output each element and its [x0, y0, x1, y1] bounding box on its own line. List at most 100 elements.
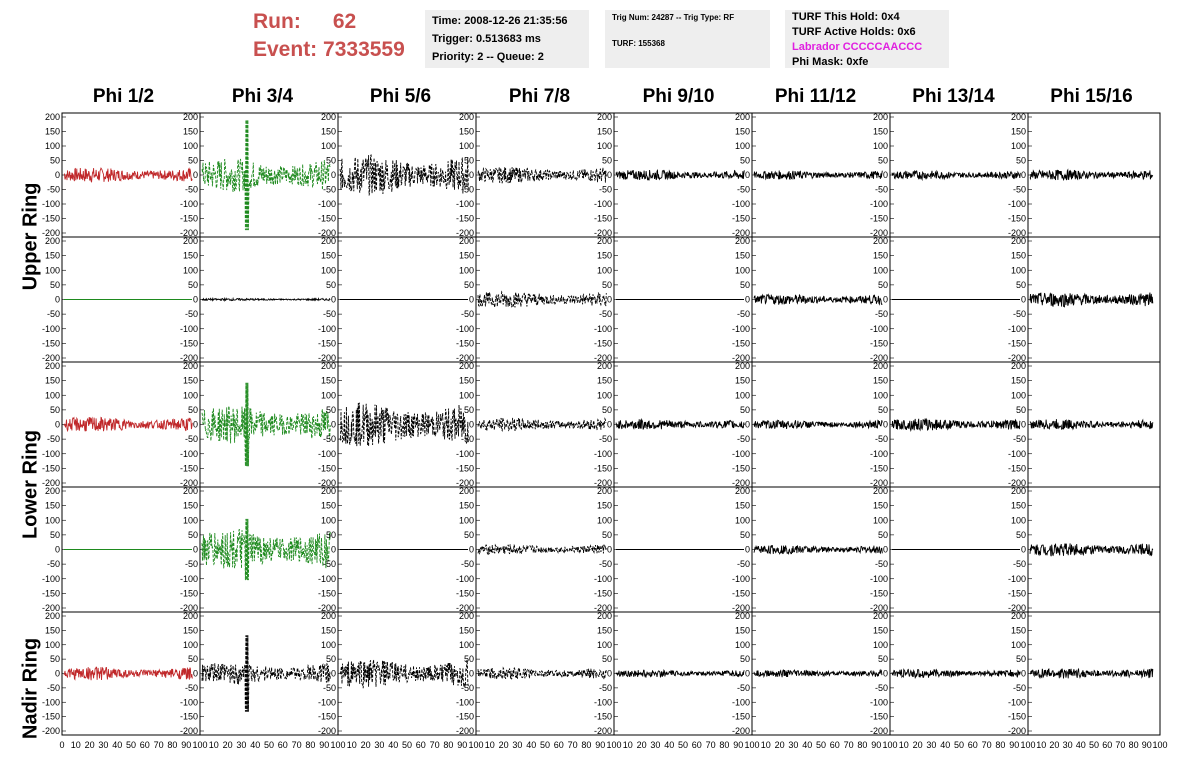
y-tick-label: 50 [464, 280, 474, 290]
y-tick-label: 50 [1016, 405, 1026, 415]
column-header-phi-1-2: Phi 1/2 [92, 86, 155, 107]
y-tick-label: -150 [318, 712, 336, 722]
y-tick-label: 150 [459, 127, 474, 137]
y-tick-label: -50 [461, 434, 474, 444]
y-tick-label: 0 [55, 295, 60, 305]
x-tick-label: 60 [830, 740, 840, 750]
waveform-trace [63, 167, 193, 183]
y-tick-label: 100 [735, 390, 750, 400]
x-tick-label: 20 [361, 740, 371, 750]
y-tick-label: 0 [331, 170, 336, 180]
y-tick-label: 150 [1011, 501, 1026, 511]
y-tick-label: 0 [331, 295, 336, 305]
y-tick-label: -50 [47, 309, 60, 319]
x-tick-label: 90 [595, 740, 605, 750]
waveform-trace [753, 170, 883, 181]
event-value: 7333559 [323, 38, 405, 61]
y-tick-label: 150 [597, 251, 612, 261]
y-tick-label: 200 [459, 112, 474, 122]
y-tick-label: 100 [1011, 265, 1026, 275]
waveform-trace [201, 518, 331, 581]
y-tick-label: -150 [870, 712, 888, 722]
waveform-trace [891, 417, 1021, 433]
x-tick-label: 40 [664, 740, 674, 750]
y-tick-label: -50 [1013, 683, 1026, 693]
x-tick-label: 70 [568, 740, 578, 750]
x-tick-label: 30 [1063, 740, 1073, 750]
y-tick-label: 100 [321, 141, 336, 151]
y-tick-label: -100 [1008, 324, 1026, 334]
y-tick-label: -100 [1008, 199, 1026, 209]
y-tick-label: -200 [456, 726, 474, 736]
y-tick-label: 50 [188, 530, 198, 540]
waveform-trace [201, 119, 331, 231]
y-tick-label: 0 [1021, 420, 1026, 430]
y-tick-label: 50 [878, 654, 888, 664]
y-tick-label: 200 [597, 486, 612, 496]
waveform-trace [477, 417, 607, 432]
y-tick-label: -150 [1008, 214, 1026, 224]
y-tick-label: 200 [597, 361, 612, 371]
y-tick-label: -100 [1008, 574, 1026, 584]
y-tick-label: -50 [461, 185, 474, 195]
x-tick-label: 30 [788, 740, 798, 750]
y-tick-label: 100 [183, 390, 198, 400]
y-tick-label: -50 [185, 683, 198, 693]
y-tick-label: 50 [878, 156, 888, 166]
y-tick-label: 0 [883, 170, 888, 180]
y-tick-label: 150 [1011, 127, 1026, 137]
y-tick-label: 200 [597, 236, 612, 246]
y-tick-label: 0 [607, 669, 612, 679]
y-tick-label: -150 [456, 712, 474, 722]
y-tick-label: 0 [745, 545, 750, 555]
x-tick-label: 30 [98, 740, 108, 750]
y-tick-label: -50 [599, 683, 612, 693]
column-header-phi-7-8: Phi 7/8 [508, 86, 571, 107]
y-tick-label: -150 [594, 214, 612, 224]
y-tick-label: 150 [183, 127, 198, 137]
y-tick-label: -100 [594, 697, 612, 707]
y-tick-label: 0 [883, 420, 888, 430]
y-tick-label: -200 [594, 726, 612, 736]
run-event-box: Run: 62 Event: 7333559 [253, 8, 405, 64]
y-tick-label: -50 [47, 185, 60, 195]
y-tick-label: 200 [45, 361, 60, 371]
y-tick-label: 0 [607, 420, 612, 430]
y-tick-label: -100 [594, 449, 612, 459]
y-tick-label: 150 [183, 251, 198, 261]
time-trigger-panel: Time: 2008-12-26 21:35:56 Trigger: 0.513… [425, 10, 589, 68]
y-tick-label: 100 [321, 640, 336, 650]
x-tick-label: 20 [85, 740, 95, 750]
y-tick-label: 50 [740, 654, 750, 664]
x-tick-label: 60 [278, 740, 288, 750]
column-header-phi-9-10: Phi 9/10 [642, 86, 715, 107]
y-tick-label: 0 [55, 170, 60, 180]
y-tick-label: 150 [735, 376, 750, 386]
waveform-trace [891, 668, 1021, 680]
y-tick-label: -150 [456, 338, 474, 348]
y-tick-label: -50 [875, 185, 888, 195]
x-tick-label: 70 [430, 740, 440, 750]
y-tick-label: 0 [193, 669, 198, 679]
labrador-text: Labrador CCCCCAACCC [792, 41, 923, 53]
x-tick-label: 100 [606, 740, 621, 750]
waveform-trace [891, 169, 1021, 182]
x-tick-label: 90 [871, 740, 881, 750]
y-tick-label: -200 [732, 603, 750, 613]
y-tick-label: 200 [1011, 611, 1026, 621]
x-tick-label: 100 [744, 740, 759, 750]
y-tick-label: -200 [870, 228, 888, 238]
y-tick-label: -50 [737, 683, 750, 693]
y-tick-label: -200 [732, 478, 750, 488]
y-tick-label: 50 [464, 654, 474, 664]
y-tick-label: 150 [597, 127, 612, 137]
y-tick-label: 200 [735, 486, 750, 496]
y-tick-label: 0 [883, 545, 888, 555]
x-tick-label: 70 [154, 740, 164, 750]
y-tick-label: 200 [183, 236, 198, 246]
x-tick-label: 80 [305, 740, 315, 750]
y-tick-label: 100 [1011, 640, 1026, 650]
y-tick-label: 0 [193, 170, 198, 180]
turf-this-hold: TURF This Hold: 0x4 [792, 11, 900, 23]
y-tick-label: 50 [1016, 156, 1026, 166]
